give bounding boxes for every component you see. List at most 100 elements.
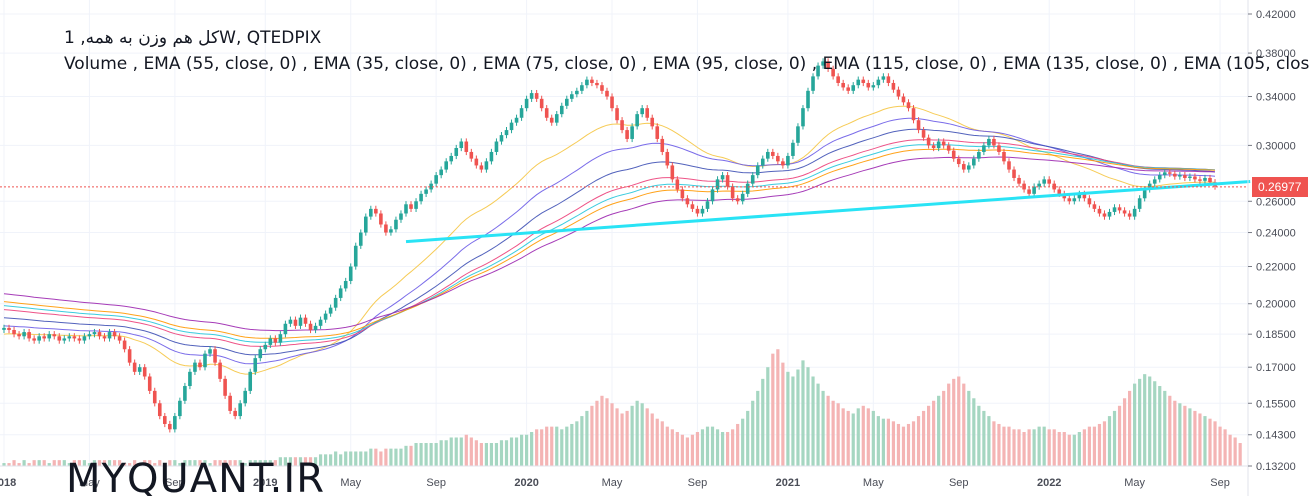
symbol-legend[interactable]: كل هم وزن به همه, 1W, QTEDPIX (64, 28, 322, 48)
volume-bar (766, 367, 770, 466)
candle-body (610, 96, 614, 109)
candle-body (469, 151, 474, 159)
candle-body (615, 108, 619, 121)
candle-body (122, 340, 127, 350)
y-tick-label: 0.17000 (1256, 362, 1296, 374)
volume-bar (786, 371, 790, 466)
volume-bar (198, 460, 202, 466)
volume-bar (414, 443, 418, 466)
candle-body (374, 208, 378, 214)
candle-body (600, 85, 604, 91)
volume-bar (188, 460, 192, 466)
candle-body (419, 193, 423, 202)
volume-bar (97, 460, 102, 466)
candle-body (901, 96, 906, 103)
candle-body (559, 105, 564, 115)
candle-body (580, 85, 584, 91)
candle-body (539, 98, 544, 109)
candle-body (474, 158, 479, 166)
candle-body (801, 108, 805, 127)
volume-bar (1097, 423, 1102, 466)
volume-bar (384, 448, 388, 466)
candle-body (1092, 204, 1097, 209)
volume-bar (525, 434, 529, 466)
volume-bar (1052, 429, 1056, 466)
y-tick-label: 0.15500 (1256, 398, 1296, 410)
candle-body (459, 141, 464, 149)
volume-bar (1072, 434, 1076, 466)
volume-bar (1027, 429, 1031, 466)
x-tick-label: May (340, 477, 361, 489)
candle-body (384, 224, 388, 233)
candle-body (946, 145, 951, 151)
volume-bar (921, 410, 926, 466)
candle-body (786, 155, 790, 166)
volume-bar (635, 400, 639, 466)
volume-bar (1208, 418, 1212, 466)
volume-bar (77, 460, 81, 466)
volume-bar (866, 408, 870, 466)
volume-bar (881, 418, 885, 466)
candle-body (821, 61, 825, 66)
volume-bar (303, 457, 308, 466)
volume-bar (318, 454, 323, 466)
candle-body (1012, 169, 1016, 178)
volume-bars (2, 349, 1242, 466)
volume-bar (811, 376, 815, 466)
volume-bar (982, 410, 986, 466)
candle-body (1127, 213, 1132, 217)
candle-body (343, 280, 348, 289)
candle-body (675, 179, 680, 190)
volume-bar (334, 451, 338, 466)
candle-body (178, 400, 182, 417)
volume-bar (580, 416, 584, 466)
volume-bar (484, 443, 488, 466)
candle-body (941, 141, 946, 146)
volume-bar (736, 423, 740, 466)
candle-body (755, 165, 760, 176)
volume-bar (911, 421, 916, 466)
candle-body (57, 336, 62, 341)
candle-body (921, 130, 926, 138)
candle-body (223, 378, 227, 396)
candle-body (1188, 176, 1192, 178)
volume-bar (952, 378, 956, 466)
candle-body (665, 151, 670, 166)
candle-body (313, 325, 318, 330)
candle-body (1037, 183, 1041, 187)
candle-body (760, 158, 765, 166)
volume-bar (570, 423, 574, 466)
indicators-legend[interactable]: Volume , EMA (55, close, 0) , EMA (35, c… (64, 54, 1310, 74)
candle-body (866, 82, 871, 88)
volume-bar (7, 463, 11, 466)
y-tick-label: 0.24000 (1256, 228, 1296, 240)
candle-body (243, 390, 247, 404)
candle-body (997, 145, 1001, 152)
candle-body (193, 362, 197, 372)
candle-body (87, 334, 92, 337)
volume-bar (123, 463, 127, 466)
volume-bar (1198, 413, 1202, 466)
candle-body (685, 198, 690, 205)
volume-bar (87, 463, 92, 466)
volume-bar (223, 460, 227, 466)
candle-body (886, 76, 891, 83)
volume-bar (288, 457, 293, 466)
volume-bar (1017, 429, 1021, 466)
volume-bar (464, 434, 468, 466)
volume-bar (1082, 429, 1086, 466)
volume-bar (560, 429, 564, 466)
volume-bar (650, 413, 654, 466)
volume-bar (102, 460, 107, 466)
ema-line (3, 139, 1216, 347)
volume-bar (1218, 426, 1222, 466)
volume-bar (731, 429, 735, 466)
volume-bar (710, 426, 715, 466)
volume-bar (625, 410, 629, 466)
volume-bar (1233, 437, 1237, 466)
volume-bar (1163, 390, 1167, 466)
candle-body (595, 82, 599, 86)
volume-bar (836, 403, 840, 466)
candle-body (1042, 179, 1046, 184)
